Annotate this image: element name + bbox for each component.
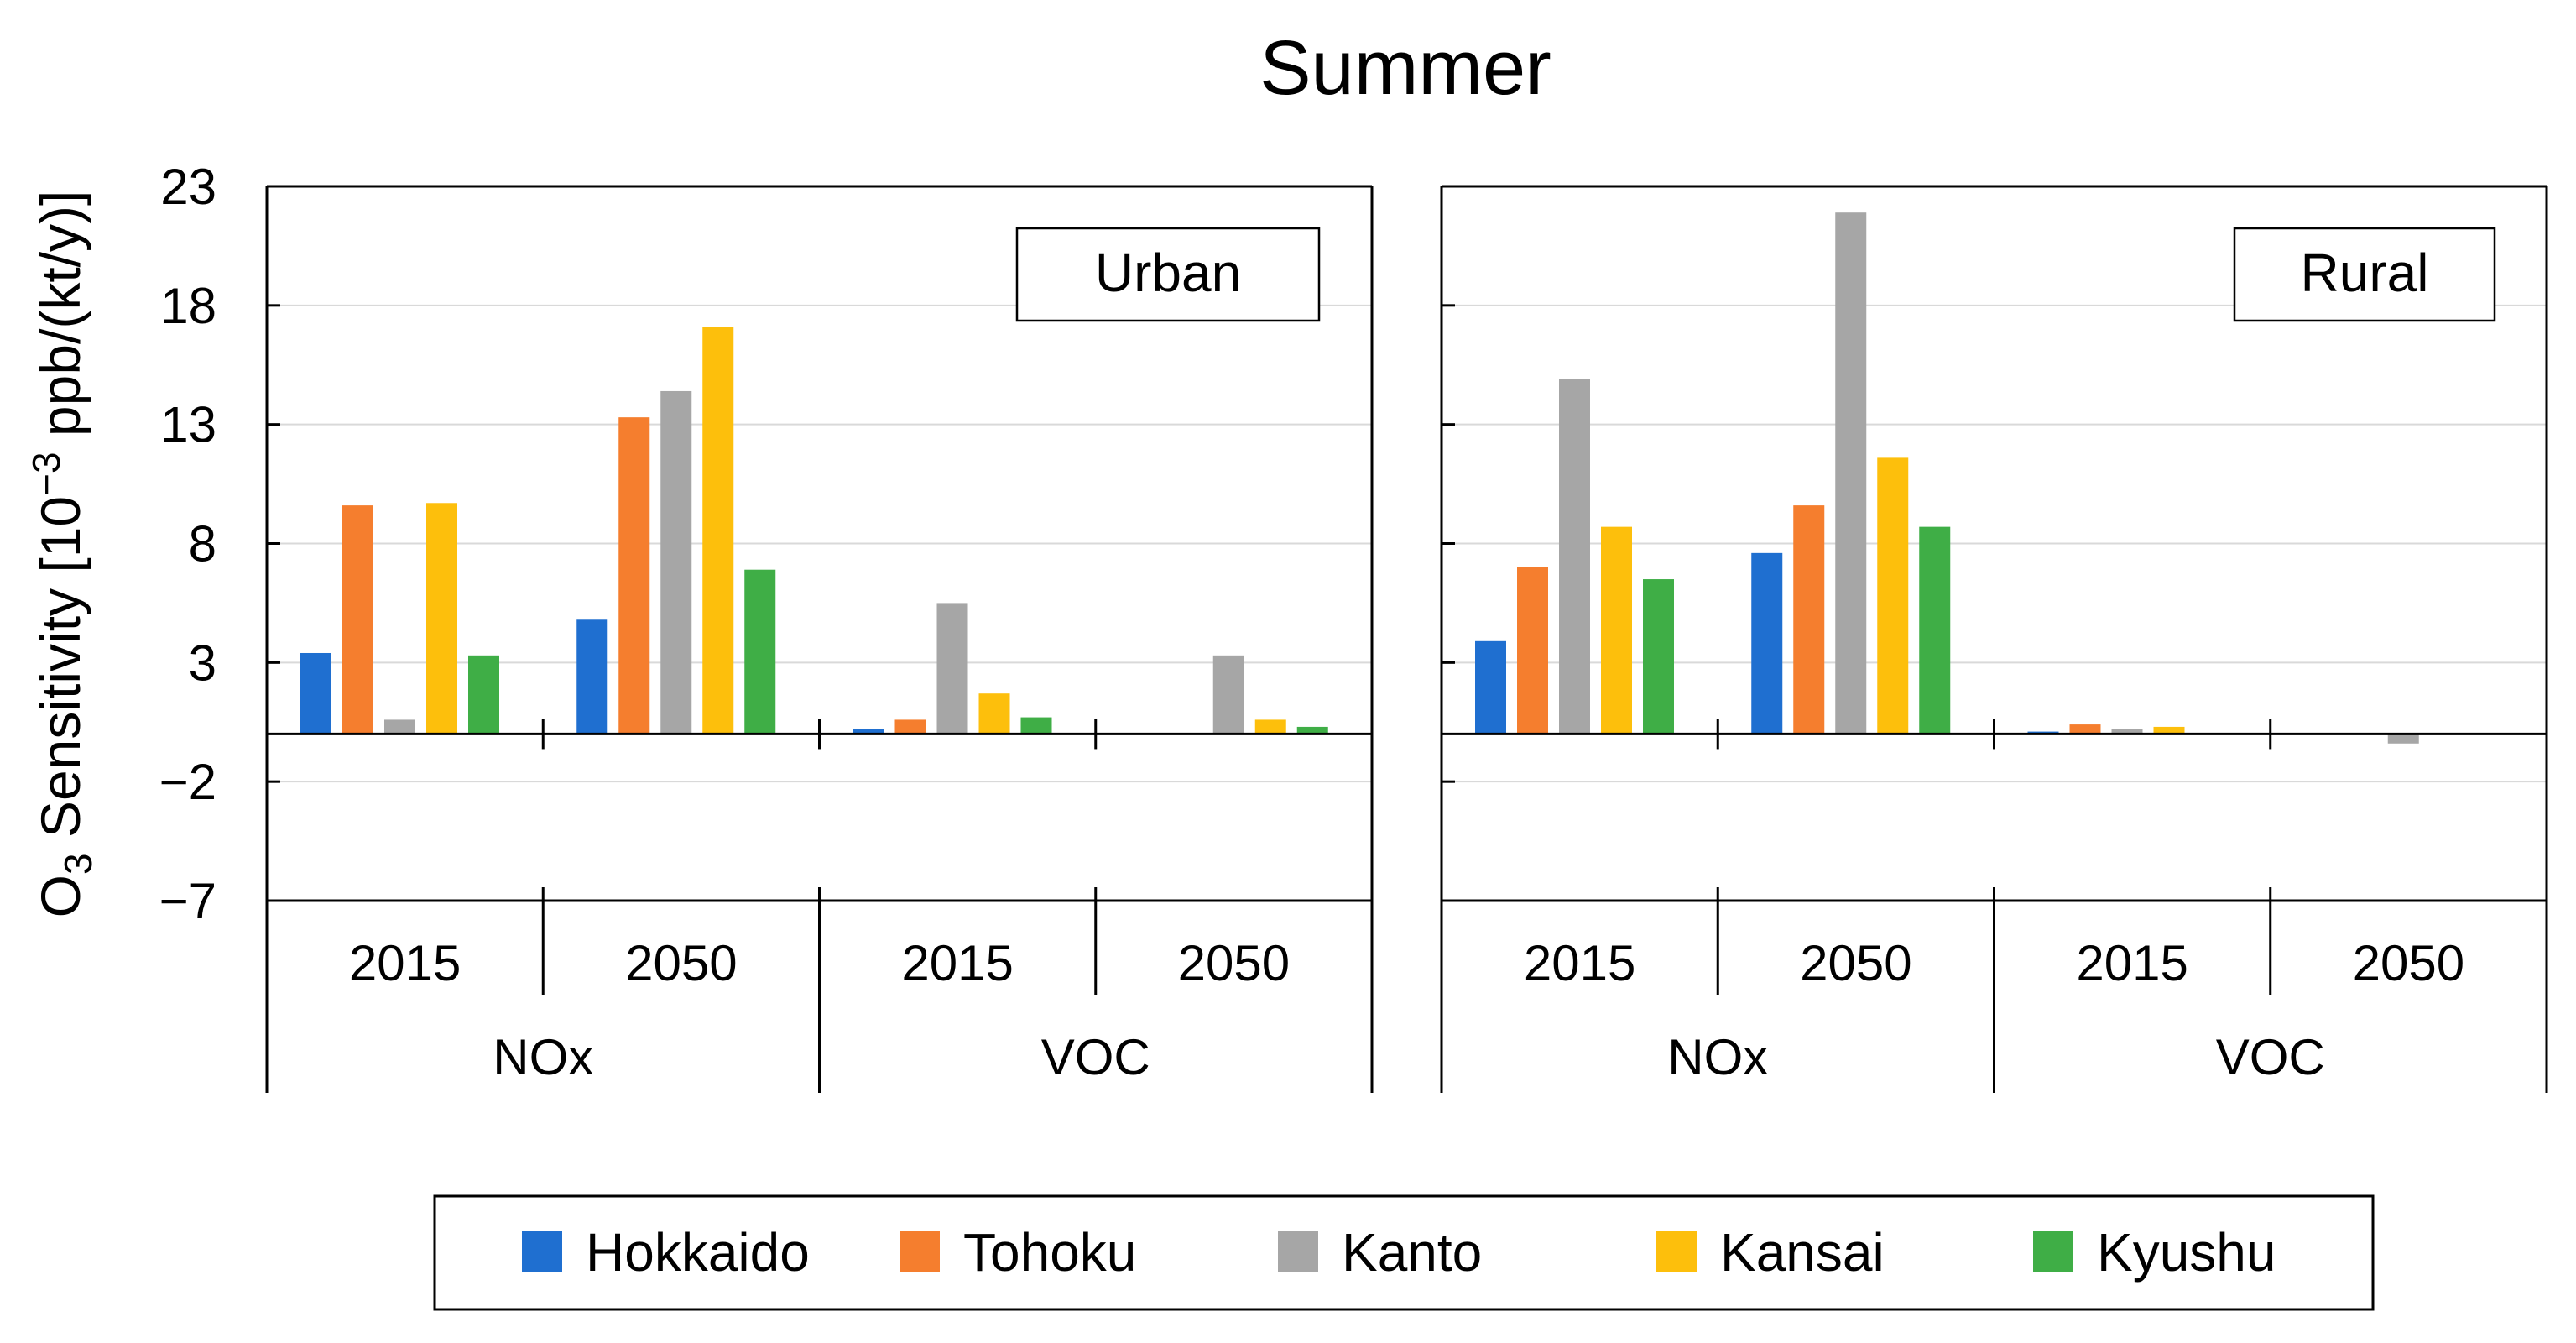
y-tick-labels: 23 18 13 8 3 −2 −7	[159, 159, 216, 929]
bar-rural-nox-2015-kanto	[1559, 379, 1590, 734]
legend-label-kansai: Kansai	[1720, 1222, 1885, 1283]
y-axis-label: O3 Sensitivity [10−3 ppb/(kt/y)]	[24, 191, 100, 918]
panel-label-urban: Urban	[1095, 243, 1241, 303]
urban-label-frame	[1015, 227, 1321, 322]
bar-rural-nox-2015-kyushu	[1643, 579, 1674, 734]
x-label-year: 2015	[2076, 935, 2188, 991]
legend-label-tohoku: Tohoku	[963, 1222, 1136, 1283]
bar-rural-voc-2050-kanto	[2387, 734, 2419, 744]
legend-label-kanto: Kanto	[1342, 1222, 1482, 1283]
bar-urban-nox-2015-kyushu	[468, 655, 499, 734]
bar-urban-nox-2050-tohoku	[618, 417, 650, 734]
x-label-year: 2050	[2353, 935, 2464, 991]
bar-urban-nox-2015-kanto	[384, 719, 415, 734]
bar-urban-voc-2015-kansai	[978, 693, 1010, 734]
chart-title: Summer	[1259, 25, 1551, 111]
x-label-pollutant: NOx	[493, 1029, 593, 1085]
x-label-year: 2015	[1524, 935, 1635, 991]
bar-rural-nox-2050-kansai	[1877, 457, 1909, 734]
y-tick-label: 23	[160, 159, 216, 215]
bar-rural-voc-2015-tohoku	[2069, 724, 2101, 734]
bar-urban-nox-2050-kansai	[702, 327, 734, 734]
bar-rural-nox-2015-hokkaido	[1475, 640, 1506, 734]
y-tick-label: −7	[159, 873, 216, 929]
legend-swatch-kansai	[1656, 1231, 1697, 1272]
panel-label-urban-box: Urban	[1015, 227, 1321, 322]
bar-rural-nox-2050-kanto	[1835, 212, 1867, 734]
y-axis-label-mid: Sensitivity [10	[29, 496, 91, 854]
panel-label-rural: Rural	[2301, 243, 2429, 303]
bar-urban-voc-2050-kyushu	[1296, 726, 1328, 734]
bar-urban-nox-2015-kansai	[426, 503, 457, 734]
legend-label-kyushu: Kyushu	[2097, 1222, 2276, 1283]
bar-urban-voc-2015-hokkaido	[853, 729, 884, 734]
bar-rural-voc-2015-kansai	[2153, 726, 2185, 734]
bar-urban-voc-2050-kansai	[1254, 719, 1286, 734]
bar-urban-nox-2050-kanto	[660, 390, 692, 734]
x-label-year: 2015	[901, 935, 1013, 991]
bar-urban-voc-2015-kanto	[936, 603, 968, 734]
legend-swatch-kanto	[1278, 1231, 1318, 1272]
x-category-labels: 2015 2050 2015 2050 NOx VOC 2015 2050 2015 2050 NO…	[349, 935, 2464, 1085]
x-label-pollutant: VOC	[2216, 1029, 2325, 1085]
bar-urban-nox-2050-kyushu	[744, 569, 776, 734]
legend-swatch-hokkaido	[522, 1231, 562, 1272]
x-label-year: 2050	[1178, 935, 1290, 991]
y-axis-label-subscript: 3	[56, 853, 100, 875]
y-axis-label-unit: ppb/(kt/y)]	[29, 191, 91, 452]
bar-urban-nox-2050-hokkaido	[576, 619, 608, 734]
x-label-year: 2050	[1800, 935, 1911, 991]
bar-rural-voc-2015-kanto	[2111, 729, 2143, 734]
bar-rural-nox-2015-kansai	[1601, 526, 1632, 734]
panel-label-rural-box: Rural	[2233, 227, 2496, 322]
bar-rural-nox-2050-kyushu	[1919, 526, 1951, 734]
bar-urban-voc-2015-tohoku	[894, 719, 926, 734]
x-label-year: 2015	[349, 935, 461, 991]
legend-label-hokkaido: Hokkaido	[586, 1222, 810, 1283]
y-tick-label: 18	[160, 278, 216, 334]
y-tick-label: −2	[159, 754, 216, 810]
x-label-pollutant: VOC	[1041, 1029, 1150, 1085]
y-tick-label: 13	[160, 397, 216, 453]
legend-swatch-tohoku	[900, 1231, 940, 1272]
gridlines	[267, 186, 2547, 901]
x-label-pollutant: NOx	[1667, 1029, 1768, 1085]
bar-series	[300, 212, 2419, 744]
legend: Hokkaido Tohoku Kanto Kansai Kyushu	[433, 1194, 2375, 1311]
bar-urban-voc-2050-kanto	[1212, 655, 1244, 734]
bar-rural-nox-2050-tohoku	[1793, 505, 1825, 734]
bar-urban-nox-2015-hokkaido	[300, 652, 331, 734]
y-tick-label: 3	[189, 635, 216, 691]
bar-rural-nox-2015-tohoku	[1517, 567, 1548, 734]
y-axis-label-superscript: −3	[24, 452, 68, 495]
bar-rural-nox-2050-hokkaido	[1751, 552, 1783, 734]
x-label-year: 2050	[625, 935, 737, 991]
y-tick-label: 8	[189, 516, 216, 572]
bar-urban-voc-2015-kyushu	[1020, 717, 1052, 734]
rural-label-frame	[2233, 227, 2496, 322]
legend-swatch-kyushu	[2033, 1231, 2073, 1272]
y-axis-label-o: O	[29, 875, 91, 917]
bar-urban-nox-2015-tohoku	[342, 505, 373, 734]
axes	[265, 185, 2548, 1093]
